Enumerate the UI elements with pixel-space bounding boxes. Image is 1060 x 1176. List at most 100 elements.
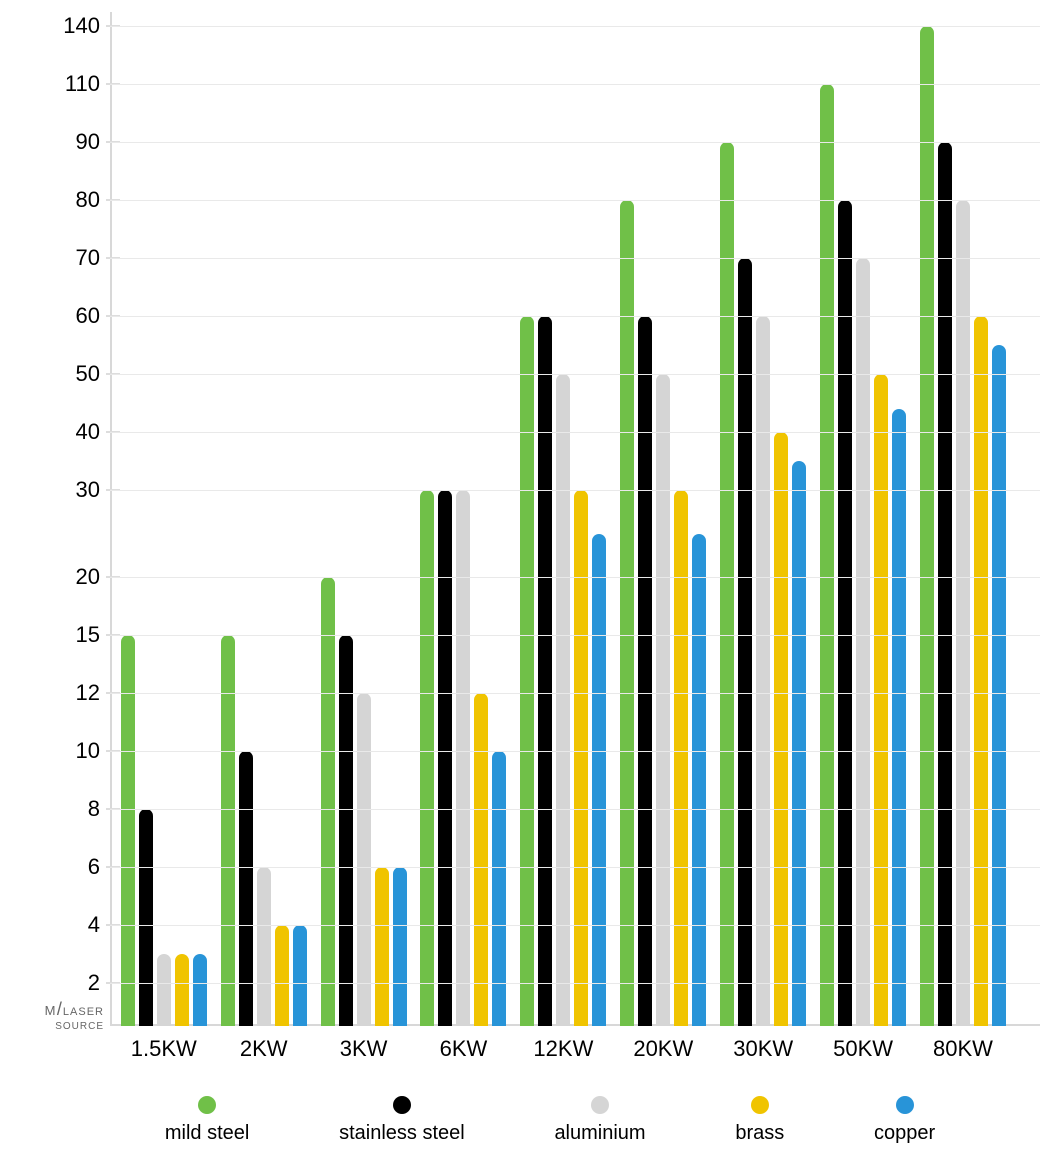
bar-group: 80KW <box>909 26 1009 1026</box>
bar <box>275 925 289 1026</box>
bar <box>257 867 271 1026</box>
bar <box>175 954 189 1026</box>
xtick-label: 12KW <box>533 1036 593 1062</box>
bar <box>520 316 534 1026</box>
bar-group: 30KW <box>709 26 809 1026</box>
gridline <box>110 490 1040 491</box>
gridline <box>110 635 1040 636</box>
bar <box>157 954 171 1026</box>
ytick-label: 80 <box>76 187 110 213</box>
gridline <box>110 258 1040 259</box>
bar <box>656 374 670 1026</box>
legend-item: copper <box>874 1096 935 1145</box>
legend-swatch-icon <box>751 1096 769 1114</box>
ytick-label: 50 <box>76 361 110 387</box>
ytick-label: 60 <box>76 303 110 329</box>
bar <box>674 490 688 1026</box>
bar-group: 50KW <box>809 26 909 1026</box>
ytick-label: 140 <box>63 13 110 39</box>
gridline <box>110 693 1040 694</box>
gridline <box>110 577 1040 578</box>
xtick-label: 20KW <box>633 1036 693 1062</box>
bar <box>620 200 634 1026</box>
axis-origin-label: M/LASER SOURCE <box>45 1000 110 1032</box>
legend-item: brass <box>735 1096 784 1145</box>
legend-item: aluminium <box>554 1096 645 1145</box>
legend-item: stainless steel <box>339 1096 465 1145</box>
ytick-label: 40 <box>76 419 110 445</box>
bar <box>992 345 1006 1026</box>
bar <box>892 409 906 1026</box>
bar <box>375 867 389 1026</box>
legend-swatch-icon <box>198 1096 216 1114</box>
xtick-label: 80KW <box>933 1036 993 1062</box>
bar <box>438 490 452 1026</box>
bar <box>139 809 153 1026</box>
bar <box>638 316 652 1026</box>
ytick-label: 110 <box>65 71 110 97</box>
axis-origin-mid: LASER <box>63 1006 104 1018</box>
bar <box>357 693 371 1026</box>
legend: mild steel stainless steel aluminium brass c… <box>120 1096 980 1145</box>
xtick-label: 50KW <box>833 1036 893 1062</box>
bar <box>820 84 834 1026</box>
xtick-label: 2KW <box>240 1036 288 1062</box>
bar <box>838 200 852 1026</box>
ytick-label: 90 <box>76 129 110 155</box>
plot-area: M/LASER SOURCE 1.5KW2KW3KW6KW12KW20KW30K… <box>110 26 1010 1026</box>
bar <box>574 490 588 1026</box>
legend-swatch-icon <box>896 1096 914 1114</box>
xtick-label: 6KW <box>440 1036 488 1062</box>
gridline <box>110 142 1040 143</box>
legend-item: mild steel <box>165 1096 249 1145</box>
gridline <box>110 867 1040 868</box>
bar <box>321 577 335 1026</box>
bar-group: 6KW <box>410 26 510 1026</box>
bar <box>239 751 253 1026</box>
ytick-label: 20 <box>76 564 110 590</box>
bar <box>874 374 888 1026</box>
bar <box>792 461 806 1026</box>
gridline <box>110 316 1040 317</box>
ytick-label: 12 <box>76 680 110 706</box>
ytick-label: 70 <box>76 245 110 271</box>
ytick-label: 10 <box>76 738 110 764</box>
chart: M/LASER SOURCE 1.5KW2KW3KW6KW12KW20KW30K… <box>0 0 1060 1176</box>
bar <box>692 534 706 1027</box>
bar <box>293 925 307 1026</box>
bar <box>492 751 506 1026</box>
bar <box>474 693 488 1026</box>
bar <box>592 534 606 1027</box>
bar-group: 20KW <box>610 26 710 1026</box>
bar <box>774 432 788 1026</box>
gridline <box>110 751 1040 752</box>
gridline <box>110 374 1040 375</box>
legend-swatch-icon <box>393 1096 411 1114</box>
bar <box>538 316 552 1026</box>
gridline <box>110 983 1040 984</box>
bar-group: 12KW <box>510 26 610 1026</box>
bar <box>456 490 470 1026</box>
legend-label: aluminium <box>554 1122 645 1145</box>
bar <box>720 142 734 1026</box>
gridline <box>110 809 1040 810</box>
bar <box>938 142 952 1026</box>
legend-label: stainless steel <box>339 1122 465 1145</box>
gridline <box>110 432 1040 433</box>
bar <box>393 867 407 1026</box>
bars-layer: 1.5KW2KW3KW6KW12KW20KW30KW50KW80KW <box>110 26 1010 1026</box>
legend-label: copper <box>874 1122 935 1145</box>
bar <box>756 316 770 1026</box>
xtick-label: 1.5KW <box>131 1036 197 1062</box>
bar <box>556 374 570 1026</box>
bar-group: 3KW <box>310 26 410 1026</box>
ytick-label: 15 <box>76 622 110 648</box>
gridline <box>110 26 1040 27</box>
bar <box>193 954 207 1026</box>
legend-swatch-icon <box>591 1096 609 1114</box>
bar <box>920 26 934 1026</box>
gridline <box>110 84 1040 85</box>
bar <box>956 200 970 1026</box>
xtick-label: 3KW <box>340 1036 388 1062</box>
xtick-label: 30KW <box>733 1036 793 1062</box>
